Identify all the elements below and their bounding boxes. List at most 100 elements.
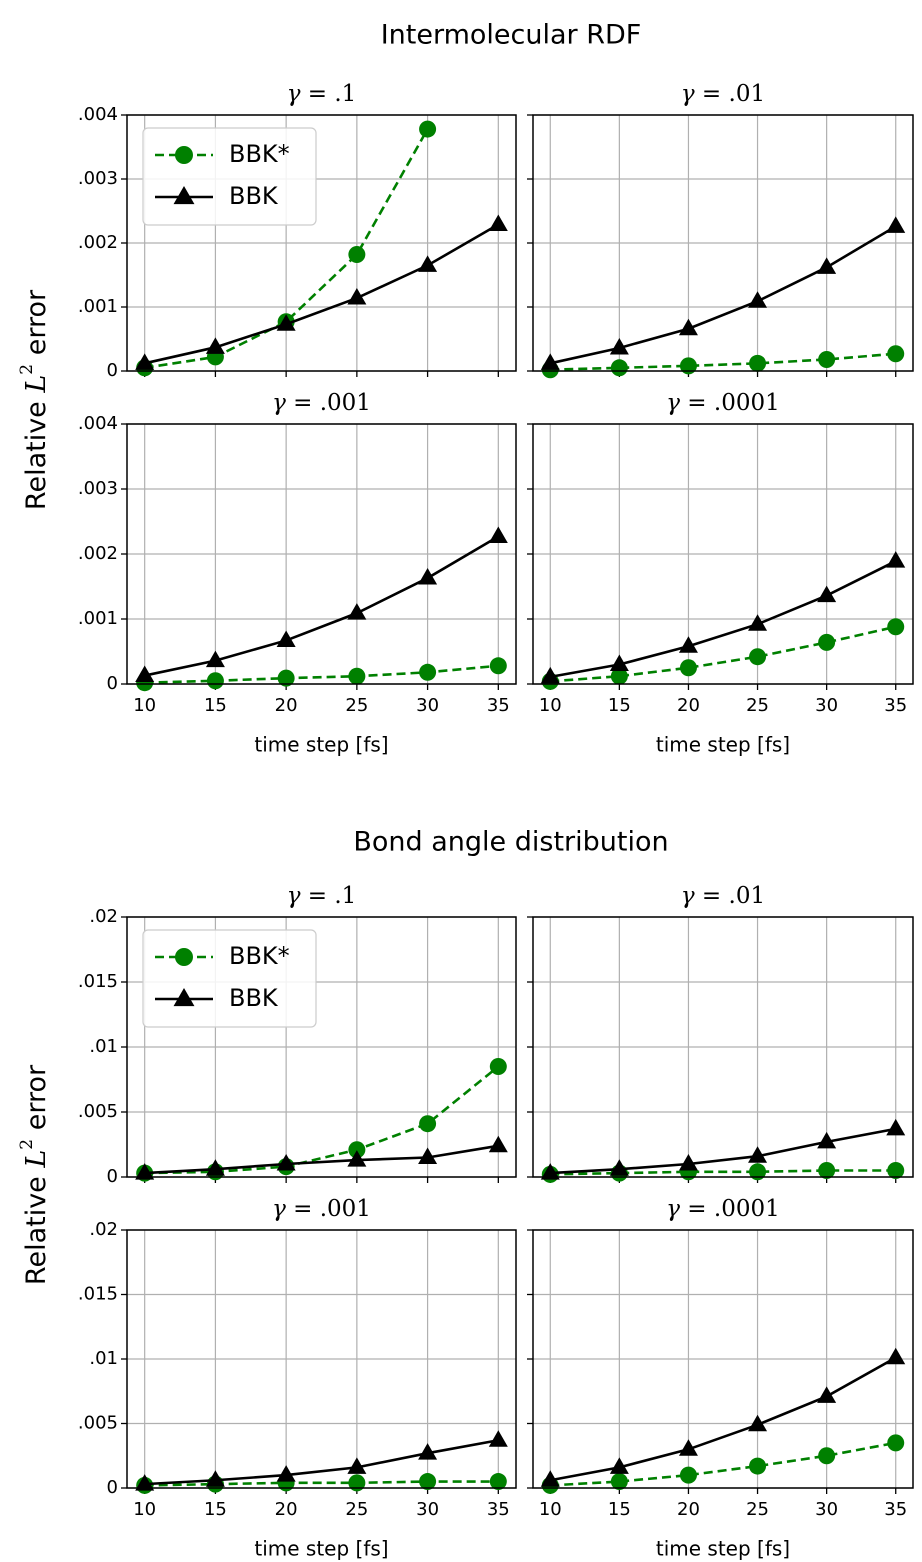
data-point-triangle	[540, 1163, 560, 1180]
series-line-bbk	[550, 1356, 897, 1482]
data-point-circle	[749, 354, 767, 372]
data-point-triangle	[609, 654, 629, 671]
data-point-triangle	[886, 1347, 906, 1365]
y-tick-label: .02	[89, 906, 118, 927]
chart-title: Bond angle distribution	[353, 827, 668, 858]
x-tick-label: 25	[746, 695, 769, 716]
series-line-bbk	[144, 1144, 499, 1175]
y-tick-label: .002	[78, 232, 118, 253]
panel-1: γ = .01	[527, 81, 914, 379]
legend-marker-circle	[175, 146, 193, 164]
panel-title-symbol: γ	[272, 390, 286, 416]
data-point-triangle	[886, 551, 906, 568]
data-point-triangle	[817, 585, 837, 603]
data-point-circle	[489, 1058, 507, 1075]
data-point-circle	[610, 667, 628, 685]
legend-label: BBK	[229, 984, 279, 1012]
series-line-bbk	[144, 1438, 499, 1486]
data-point-triangle	[418, 255, 438, 272]
panel-title-value: = .0001	[680, 390, 780, 416]
data-point-circle	[679, 357, 697, 375]
data-point-circle	[818, 1447, 836, 1465]
data-point-triangle	[540, 1470, 560, 1487]
y-axis-label: Relative L2 error	[17, 1064, 52, 1285]
data-point-circle	[419, 1473, 437, 1491]
x-tick-label: 15	[608, 1499, 631, 1520]
data-point-triangle	[488, 526, 508, 543]
data-point-triangle	[418, 1443, 438, 1460]
data-point-circle	[610, 1473, 628, 1491]
y-axis-label: Relative L2 error	[17, 289, 52, 510]
data-point-triangle	[205, 1159, 225, 1176]
x-tick-label: 35	[884, 1499, 907, 1520]
axes-frame	[532, 1229, 914, 1489]
series-line-bbk-star	[550, 1169, 896, 1176]
y-tick-label: .015	[78, 971, 118, 992]
data-point-triangle	[276, 314, 296, 331]
data-point-triangle	[748, 614, 768, 631]
data-point-triangle	[347, 603, 367, 620]
panel-title-value: = .001	[286, 390, 371, 416]
axes-frame	[126, 114, 517, 372]
y-tick-label: 0	[107, 360, 118, 381]
data-point-triangle	[418, 1147, 438, 1164]
data-point-triangle	[886, 216, 906, 233]
data-point-triangle	[748, 1146, 768, 1163]
series-line-bbk	[550, 559, 897, 679]
x-tick-label: 35	[487, 1499, 510, 1520]
data-point-triangle	[347, 1150, 367, 1167]
data-point-triangle	[748, 291, 768, 308]
x-tick-label: 15	[204, 695, 227, 716]
x-tick-label: 15	[608, 695, 631, 716]
x-axis-label: time step [fs]	[656, 733, 790, 757]
panel-title: γ = .001	[272, 1196, 371, 1222]
panel-3: 10 15 20 25 30 35 time step [fs] γ = .0001	[527, 1196, 914, 1561]
data-point-triangle	[276, 630, 296, 647]
data-point-triangle	[748, 1414, 768, 1432]
panel-title-symbol: γ	[666, 1196, 680, 1222]
data-point-circle	[489, 1473, 507, 1491]
data-point-triangle	[678, 318, 698, 336]
data-point-circle	[818, 1162, 836, 1179]
x-tick-label: 20	[677, 695, 700, 716]
y-tick-label: .001	[78, 296, 118, 317]
data-point-triangle	[205, 1470, 225, 1487]
panel-title: γ = .1	[287, 81, 357, 107]
data-point-triangle	[418, 568, 438, 585]
panel-3: 10 15 20 25 30 35 time step [fs] γ = .0001	[527, 390, 914, 757]
y-tick-label: .01	[89, 1348, 118, 1369]
data-point-circle	[887, 1434, 905, 1452]
data-point-circle	[749, 648, 767, 666]
x-axis-label: time step [fs]	[656, 1537, 790, 1561]
data-point-triangle	[205, 337, 225, 354]
data-point-triangle	[817, 257, 837, 274]
panel-2: 0 .001 .002 .003 .004 10 15 20 25 30 35 time step […	[78, 390, 517, 757]
data-point-circle	[818, 633, 836, 651]
y-tick-label: .004	[78, 413, 118, 434]
panel-title-value: = .001	[286, 1196, 371, 1222]
y-tick-label: .002	[78, 543, 118, 564]
x-tick-label: 25	[746, 1499, 769, 1520]
data-point-circle	[887, 618, 905, 636]
y-tick-label: .003	[78, 478, 118, 499]
panel-title-value: = .0001	[680, 1196, 780, 1222]
y-tick-label: .004	[78, 104, 118, 125]
panel-0: 0 .005 .01 .015 .02 γ = .1 BBK* BBK	[78, 883, 517, 1187]
x-tick-label: 30	[416, 1499, 439, 1520]
panel-2: 0 .005 .01 .015 .02 10 15 20 25 30 35 time step [fs…	[78, 1196, 517, 1561]
data-point-triangle	[886, 1118, 906, 1136]
y-tick-label: .015	[78, 1284, 118, 1305]
axes-frame	[532, 423, 914, 685]
panel-title: γ = .01	[681, 883, 765, 909]
y-axis-label-text: Relative	[21, 393, 52, 510]
y-tick-label: .01	[89, 1036, 118, 1057]
x-tick-label: 20	[275, 695, 298, 716]
y-tick-label: 0	[107, 1477, 118, 1498]
axes-frame	[126, 916, 517, 1178]
panel-title-value: = .01	[695, 81, 765, 107]
panel-title-symbol: γ	[666, 390, 680, 416]
x-tick-label: 20	[677, 1499, 700, 1520]
x-tick-label: 35	[884, 695, 907, 716]
panel-title: γ = .01	[681, 81, 765, 107]
